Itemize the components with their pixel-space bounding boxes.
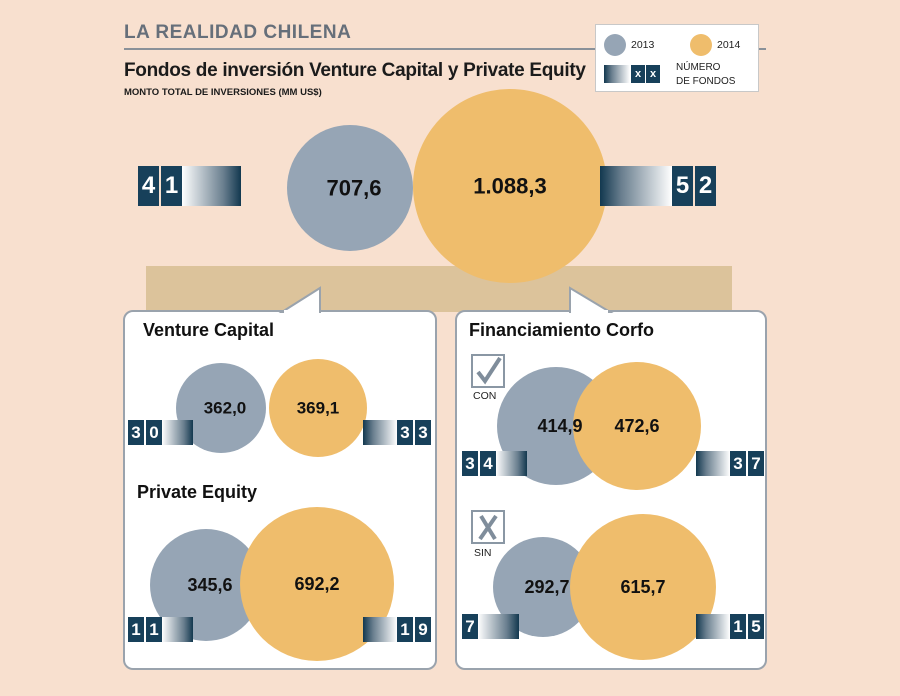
bubble-value-label: 692,2 bbox=[294, 574, 339, 594]
fund-count-gradient bbox=[696, 451, 730, 476]
fund-count-digit: 9 bbox=[415, 617, 431, 642]
legend-count-label-line2: DE FONDOS bbox=[676, 76, 736, 87]
fund-count-digit: 7 bbox=[462, 614, 478, 639]
bubble-group: 345,6 692,2 bbox=[150, 507, 394, 661]
legend-count-swatch: x x bbox=[604, 65, 660, 83]
fund-count-digit: 0 bbox=[146, 420, 162, 445]
legend-count-digit: x bbox=[631, 65, 645, 83]
bubble-value-label: 707,6 bbox=[326, 176, 381, 201]
title-divider bbox=[124, 48, 766, 50]
bubble-value-label: 362,0 bbox=[204, 399, 247, 418]
fund-count-gradient bbox=[162, 420, 193, 445]
fund-count-digit: 3 bbox=[397, 420, 413, 445]
con-label: CON bbox=[473, 390, 497, 402]
fund-count-digit: 5 bbox=[672, 166, 693, 206]
panel-title-private-equity: Private Equity bbox=[137, 482, 258, 502]
bubble-2014 bbox=[570, 514, 716, 660]
fund-count-2013: 7 bbox=[462, 614, 519, 639]
legend-swatch-2013 bbox=[604, 34, 626, 56]
chart-subtitle: MONTO TOTAL DE INVERSIONES (MM US$) bbox=[124, 87, 322, 98]
fund-count-gradient bbox=[496, 451, 527, 476]
sin-label: SIN bbox=[474, 547, 492, 559]
bubble-value-label: 369,1 bbox=[297, 399, 340, 418]
legend-count-digit: x bbox=[646, 65, 660, 83]
fund-count-gradient bbox=[363, 617, 397, 642]
bubble-2013 bbox=[176, 363, 266, 453]
bubble-value-label: 615,7 bbox=[620, 577, 665, 597]
bubble-2014 bbox=[269, 359, 367, 457]
fund-count-digit: 7 bbox=[748, 451, 764, 476]
check-icon bbox=[471, 354, 505, 388]
cross-icon bbox=[471, 510, 505, 544]
bubble-group: 292,7 615,7 bbox=[493, 514, 716, 660]
fund-count-digit: 4 bbox=[480, 451, 496, 476]
bubble-value-label: 345,6 bbox=[187, 575, 232, 595]
fund-count-digit: 1 bbox=[128, 617, 144, 642]
fund-count-digit: 3 bbox=[415, 420, 431, 445]
panel-title-financiamiento-corfo: Financiamiento Corfo bbox=[469, 320, 655, 340]
bubble-2014 bbox=[413, 89, 607, 283]
bubble-value-label: 472,6 bbox=[614, 416, 659, 436]
fund-count-digit: 3 bbox=[128, 420, 144, 445]
bubble-2013 bbox=[493, 537, 593, 637]
fund-count-gradient bbox=[182, 166, 241, 206]
fund-count-digit: 1 bbox=[397, 617, 413, 642]
fund-count-digit: 3 bbox=[462, 451, 478, 476]
fund-count-gradient bbox=[478, 614, 519, 639]
legend-label-2013: 2013 bbox=[631, 39, 655, 51]
bubble-2014 bbox=[240, 507, 394, 661]
legend-label-2014: 2014 bbox=[717, 39, 741, 51]
fund-count-gradient bbox=[696, 614, 730, 639]
bubble-2013 bbox=[287, 125, 413, 251]
fund-count-digit: 2 bbox=[695, 166, 716, 206]
legend-swatch-2014 bbox=[690, 34, 712, 56]
bubble-2014 bbox=[573, 362, 701, 490]
fund-count-digit: 1 bbox=[730, 614, 746, 639]
fund-count-digit: 1 bbox=[161, 166, 182, 206]
fund-count-gradient bbox=[162, 617, 193, 642]
bubble-group: 362,0 369,1 bbox=[176, 359, 367, 457]
legend: 2013 2014 x x NÚMERO DE FONDOS bbox=[595, 24, 759, 92]
fund-count-digit: 4 bbox=[138, 166, 159, 206]
bubble-2013 bbox=[150, 529, 262, 641]
fund-count-digit: 5 bbox=[748, 614, 764, 639]
chart-title: Fondos de inversión Venture Capital y Pr… bbox=[124, 60, 586, 81]
fund-count-gradient bbox=[363, 420, 397, 445]
connector-band bbox=[146, 266, 732, 312]
bubble-value-label: 292,7 bbox=[524, 577, 569, 597]
bubble-value-label: 1.088,3 bbox=[473, 174, 546, 199]
fund-count-digit: 3 bbox=[730, 451, 746, 476]
bubble-value-label: 414,9 bbox=[537, 416, 582, 436]
bubble-group: 707,6 1.088,3 bbox=[287, 89, 607, 283]
panel-title-venture-capital: Venture Capital bbox=[143, 320, 275, 340]
fund-count-digit: 1 bbox=[146, 617, 162, 642]
legend-count-label-line1: NÚMERO bbox=[676, 62, 721, 73]
fund-count-gradient bbox=[600, 166, 672, 206]
section-title: LA REALIDAD CHILENA bbox=[124, 22, 352, 43]
